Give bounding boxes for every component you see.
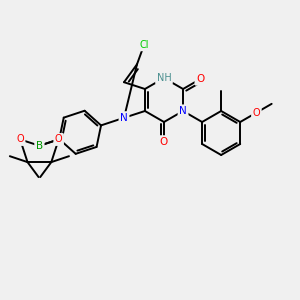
Text: O: O	[16, 134, 24, 145]
Text: O: O	[196, 74, 204, 84]
Text: O: O	[55, 134, 62, 145]
Text: B: B	[36, 141, 43, 151]
Text: O: O	[160, 137, 168, 147]
Text: N: N	[179, 106, 187, 116]
Text: N: N	[120, 113, 128, 123]
Text: Cl: Cl	[139, 40, 149, 50]
Text: NH: NH	[157, 73, 171, 83]
Text: O: O	[253, 108, 260, 118]
